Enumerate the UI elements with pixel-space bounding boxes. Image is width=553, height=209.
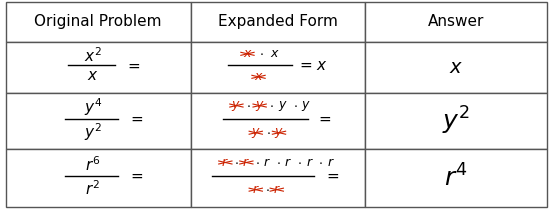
Text: $r$: $r$ bbox=[284, 156, 293, 169]
Text: =: = bbox=[131, 169, 143, 184]
Text: $\cdot$: $\cdot$ bbox=[255, 156, 260, 169]
Text: $r^2$: $r^2$ bbox=[85, 179, 100, 198]
Text: $x$: $x$ bbox=[254, 70, 263, 83]
Bar bbox=[6, 93, 191, 149]
Text: $r$: $r$ bbox=[252, 183, 260, 196]
Text: $\cdot$: $\cdot$ bbox=[318, 156, 323, 169]
Text: $\cdot$: $\cdot$ bbox=[265, 126, 270, 139]
Text: $r^6$: $r^6$ bbox=[85, 155, 100, 174]
Text: $x$: $x$ bbox=[270, 47, 280, 60]
Text: Original Problem: Original Problem bbox=[34, 14, 162, 29]
Text: $\cdot$: $\cdot$ bbox=[264, 183, 269, 196]
Text: $x$: $x$ bbox=[243, 47, 252, 60]
Text: $x$: $x$ bbox=[87, 68, 98, 83]
Bar bbox=[191, 42, 365, 93]
Text: $r$: $r$ bbox=[305, 156, 314, 169]
Text: Expanded Form: Expanded Form bbox=[218, 14, 338, 29]
Text: Answer: Answer bbox=[428, 14, 484, 29]
Text: $y$: $y$ bbox=[232, 99, 241, 112]
Bar bbox=[365, 93, 547, 149]
Bar bbox=[365, 2, 547, 42]
Bar bbox=[191, 93, 365, 149]
Text: $\cdot$: $\cdot$ bbox=[269, 99, 274, 112]
Bar bbox=[6, 149, 191, 207]
Text: = $x$: = $x$ bbox=[299, 59, 328, 73]
Text: $\cdot$: $\cdot$ bbox=[297, 156, 302, 169]
Text: $x^2$: $x^2$ bbox=[84, 47, 102, 65]
Text: $y^2$: $y^2$ bbox=[84, 121, 102, 143]
Text: $\cdot$: $\cdot$ bbox=[246, 99, 251, 112]
Text: =: = bbox=[128, 59, 140, 73]
Text: $y$: $y$ bbox=[301, 99, 311, 112]
Text: $r$: $r$ bbox=[221, 156, 229, 169]
Text: $r$: $r$ bbox=[273, 183, 281, 196]
Text: $y$: $y$ bbox=[274, 126, 284, 140]
Text: $r$: $r$ bbox=[263, 156, 272, 169]
Bar bbox=[6, 42, 191, 93]
Text: =: = bbox=[327, 169, 340, 184]
Bar bbox=[365, 42, 547, 93]
Text: $y$: $y$ bbox=[255, 99, 264, 112]
Text: $r$: $r$ bbox=[242, 156, 251, 169]
Text: $y$: $y$ bbox=[251, 126, 260, 140]
Text: $x$: $x$ bbox=[449, 58, 463, 77]
Text: $r$: $r$ bbox=[326, 156, 335, 169]
Text: $y^2$: $y^2$ bbox=[442, 105, 470, 137]
Text: $\cdot$: $\cdot$ bbox=[293, 99, 298, 112]
Text: $y^4$: $y^4$ bbox=[84, 97, 102, 119]
Text: $y$: $y$ bbox=[278, 99, 288, 112]
Text: $r^4$: $r^4$ bbox=[445, 164, 468, 192]
Text: =: = bbox=[319, 112, 331, 127]
Bar bbox=[365, 149, 547, 207]
Text: $\cdot$: $\cdot$ bbox=[276, 156, 281, 169]
Text: =: = bbox=[131, 112, 143, 127]
Text: $\cdot$: $\cdot$ bbox=[234, 156, 239, 169]
Text: $\cdot$: $\cdot$ bbox=[259, 47, 264, 60]
Bar bbox=[191, 2, 365, 42]
Bar bbox=[191, 149, 365, 207]
Bar bbox=[6, 2, 191, 42]
